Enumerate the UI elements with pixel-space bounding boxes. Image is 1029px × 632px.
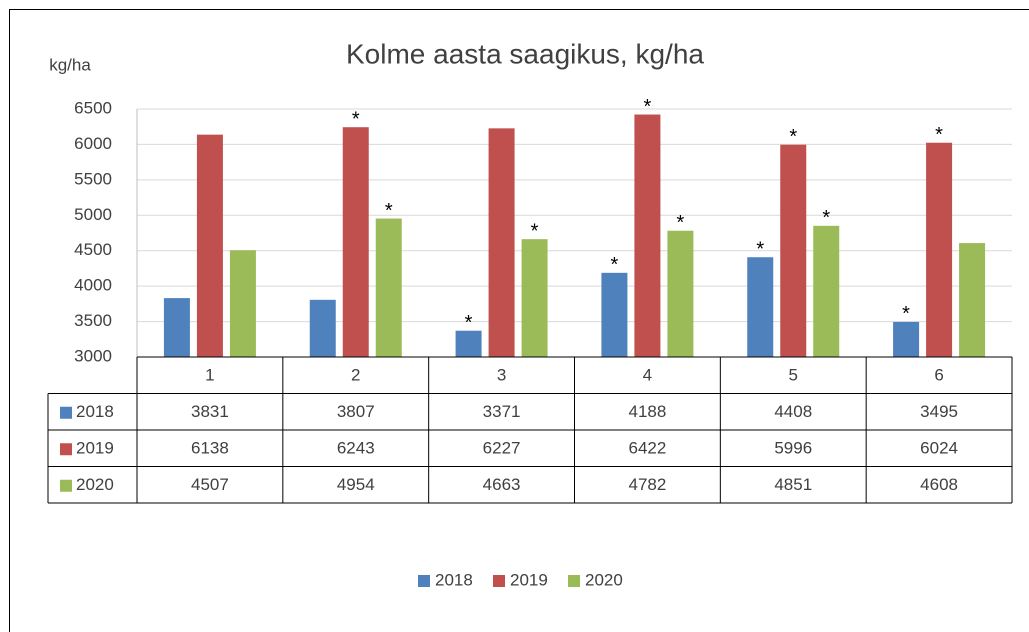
table-cell: 4608 (920, 475, 958, 494)
legend-label: 2018 (435, 570, 473, 589)
chart-frame (9, 9, 1029, 632)
table-legend-key (60, 406, 72, 419)
annotation: * (677, 212, 685, 234)
bar (521, 239, 548, 357)
bar (196, 134, 223, 357)
bar (488, 128, 515, 357)
legend-key (568, 575, 580, 587)
bar (747, 257, 774, 357)
x-tick-label: 5 (789, 366, 798, 385)
table-cell: 6138 (191, 439, 229, 458)
bar (893, 321, 920, 357)
table-legend-key (60, 443, 72, 456)
annotation: * (352, 108, 360, 130)
table-legend-key (60, 479, 72, 492)
table-cell: 4408 (774, 402, 812, 421)
legend-label: 2019 (510, 570, 548, 589)
y-tick-label: 6500 (74, 98, 112, 117)
annotation: * (935, 124, 943, 146)
legend-label: 2020 (585, 570, 623, 589)
legend-key (493, 575, 505, 587)
bar (667, 230, 694, 357)
table-cell: 6227 (483, 439, 521, 458)
annotation: * (756, 239, 764, 261)
x-tick-label: 3 (497, 366, 506, 385)
chart-title: Kolme aasta saagikus, kg/ha (346, 38, 704, 69)
x-tick-label: 1 (205, 366, 214, 385)
bar (959, 243, 986, 357)
y-axis-label: kg/ha (49, 55, 91, 74)
table-cell: 3371 (483, 402, 521, 421)
bar (163, 298, 190, 357)
bar (813, 225, 840, 357)
table-cell: 5996 (774, 439, 812, 458)
table-cell: 6422 (629, 439, 667, 458)
table-cell: 3495 (920, 402, 958, 421)
y-tick-label: 3000 (74, 346, 112, 365)
table-cell: 6024 (920, 439, 958, 458)
y-tick-label: 4500 (74, 240, 112, 259)
y-tick-label: 4000 (74, 276, 112, 295)
table-cell: 3807 (337, 402, 375, 421)
y-tick-label: 3500 (74, 311, 112, 330)
bar (342, 127, 369, 357)
table-cell: 4663 (483, 475, 521, 494)
bar (780, 144, 807, 357)
x-tick-label: 2 (351, 366, 360, 385)
bar (634, 114, 661, 357)
bar (601, 272, 628, 357)
table-cell: 4851 (774, 475, 812, 494)
annotation: * (385, 200, 393, 222)
bar (926, 142, 953, 357)
annotation: * (644, 96, 652, 118)
table-cell: 6243 (337, 439, 375, 458)
annotation: * (465, 312, 473, 334)
table-cell: 4188 (629, 402, 667, 421)
annotation: * (531, 220, 539, 242)
table-cell: 4954 (337, 475, 375, 494)
y-tick-label: 5000 (74, 205, 112, 224)
bar (455, 330, 482, 357)
annotation: * (611, 254, 619, 276)
x-tick-label: 6 (934, 366, 943, 385)
table-cell: 4507 (191, 475, 229, 494)
table-row-label: 2019 (76, 439, 114, 458)
bar (375, 218, 402, 357)
annotation: * (789, 126, 797, 148)
table-row-label: 2020 (76, 475, 114, 494)
y-tick-label: 5500 (74, 169, 112, 188)
bar (229, 250, 256, 357)
annotation: * (822, 207, 830, 229)
table-cell: 3831 (191, 402, 229, 421)
table-cell: 4782 (629, 475, 667, 494)
table-row-label: 2018 (76, 402, 114, 421)
legend-key (418, 575, 430, 587)
x-tick-label: 4 (643, 366, 652, 385)
annotation: * (902, 303, 910, 325)
bar (309, 299, 336, 357)
y-tick-label: 6000 (74, 134, 112, 153)
